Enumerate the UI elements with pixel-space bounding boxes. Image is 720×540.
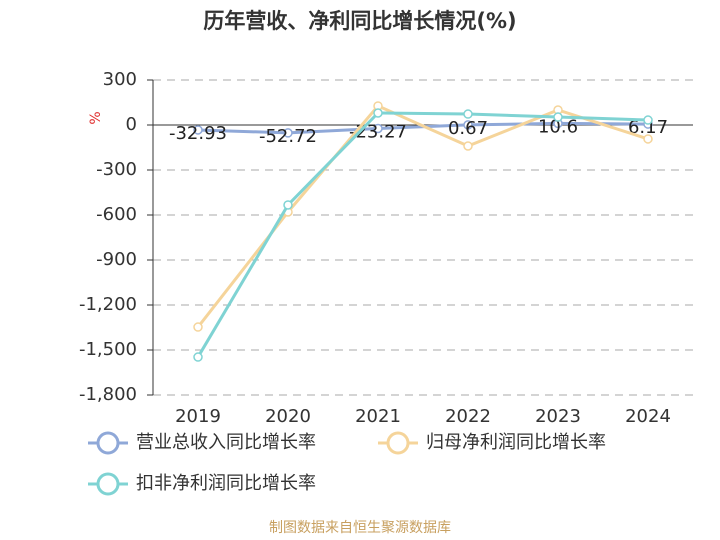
line (196, 111, 649, 358)
y-tick-label: -300 (96, 159, 137, 180)
point (193, 322, 203, 332)
x-tick-label: 2024 (625, 406, 671, 427)
data-label: 0.67 (448, 118, 488, 139)
point (643, 115, 653, 125)
x-tick-label: 2021 (355, 406, 401, 427)
point (283, 200, 293, 210)
source-note: 制图数据来自恒生聚源数据库 (269, 520, 451, 536)
y-tick-label: 300 (103, 69, 137, 90)
point (373, 108, 383, 118)
x-tick-label: 2022 (445, 406, 491, 427)
x-tick-label: 2020 (265, 406, 311, 427)
y-axis-label: % (88, 111, 104, 124)
y-tick-label: -600 (96, 204, 137, 225)
legend-label: 营业总收入同比增长率 (136, 432, 316, 453)
legend-marker (96, 431, 120, 455)
data-label: 6.17 (628, 117, 668, 138)
data-label: -32.93 (169, 123, 227, 144)
point (373, 123, 383, 134)
point (463, 120, 473, 130)
data-label: -52.72 (259, 126, 317, 147)
chart-title: 历年营收、净利同比增长情况(%) (203, 9, 516, 33)
point (643, 134, 653, 144)
x-tick-label: 2023 (535, 406, 581, 427)
legend-label: 归母净利润同比增长率 (426, 432, 606, 453)
legend-label: 扣非净利润同比增长率 (136, 473, 316, 494)
y-tick-label: -900 (96, 249, 137, 270)
point (193, 125, 203, 135)
y-tick-label: 0 (126, 114, 137, 135)
point (193, 352, 203, 362)
y-tick-label: -1,200 (79, 294, 137, 315)
y-tick-label: -1,500 (79, 339, 137, 360)
x-tick-label: 2019 (175, 406, 221, 427)
y-tick-label: -1,800 (79, 384, 137, 405)
legend-marker (96, 472, 120, 496)
legend-marker (386, 431, 410, 455)
point (463, 109, 473, 119)
point (463, 141, 473, 151)
data-label: 10.6 (538, 116, 578, 137)
point (283, 128, 293, 138)
point (553, 112, 563, 122)
